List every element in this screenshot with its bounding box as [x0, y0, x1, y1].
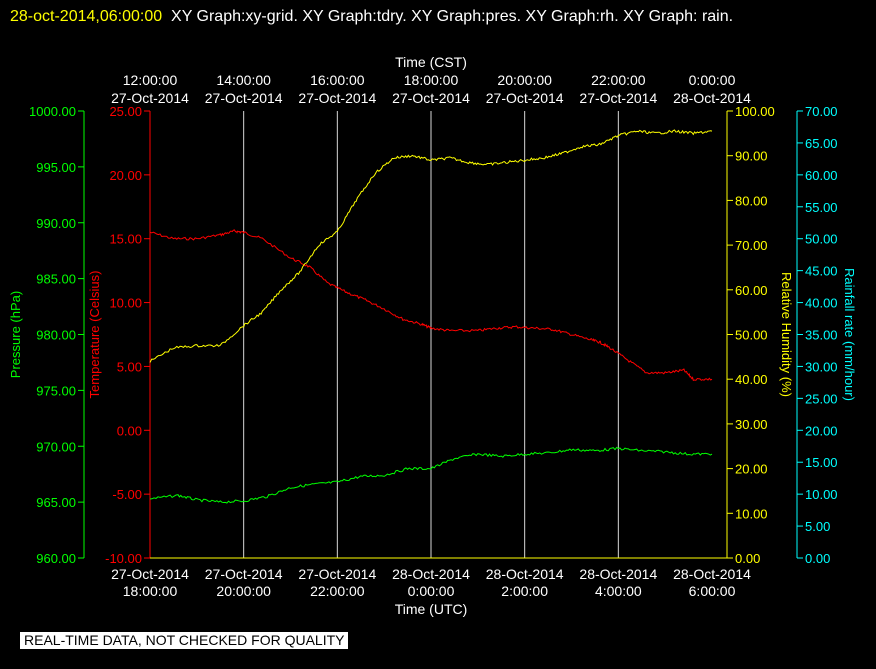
x-bottom-tick-date: 28-Oct-2014	[392, 566, 470, 582]
rainfall-tick-label: 10.00	[805, 487, 838, 502]
temperature-tick-label: 5.00	[117, 359, 142, 374]
humidity-series-line	[149, 129, 713, 363]
x-bottom-tick-time: 2:00:00	[501, 583, 548, 599]
x-top-tick-date: 28-Oct-2014	[673, 90, 751, 106]
humidity-tick-label: 20.00	[735, 462, 768, 477]
x-top-tick-time: 12:00:00	[123, 72, 178, 88]
x-top-tick-date: 27-Oct-2014	[392, 90, 470, 106]
pressure-tick-label: 975.00	[36, 383, 76, 398]
x-top-tick-time: 0:00:00	[689, 72, 736, 88]
x-bottom-tick-date: 27-Oct-2014	[298, 566, 376, 582]
x-top-tick-date: 27-Oct-2014	[486, 90, 564, 106]
temperature-tick-label: -5.00	[112, 487, 142, 502]
temperature-series-line	[149, 229, 713, 382]
humidity-tick-label: 0.00	[735, 551, 760, 566]
quality-disclaimer: REAL-TIME DATA, NOT CHECKED FOR QUALITY	[20, 632, 349, 649]
humidity-tick-label: 70.00	[735, 238, 768, 253]
temperature-tick-label: 20.00	[109, 168, 142, 183]
humidity-tick-label: 80.00	[735, 193, 768, 208]
x-bottom-tick-time: 20:00:00	[216, 583, 271, 599]
x-bottom-tick-time: 18:00:00	[123, 583, 178, 599]
rainfall-tick-label: 60.00	[805, 168, 838, 183]
x-top-tick-time: 20:00:00	[497, 72, 552, 88]
header-timestamp: 28-oct-2014,06:00:00	[10, 8, 163, 25]
rainfall-tick-label: 25.00	[805, 391, 838, 406]
x-top-tick-date: 27-Oct-2014	[205, 90, 283, 106]
rainfall-tick-label: 50.00	[805, 232, 838, 247]
temperature-tick-label: -10.00	[105, 551, 142, 566]
pressure-tick-label: 970.00	[36, 439, 76, 454]
x-bottom-tick-date: 27-Oct-2014	[111, 566, 189, 582]
pressure-tick-label: 985.00	[36, 272, 76, 287]
humidity-tick-label: 100.00	[735, 104, 775, 119]
pressure-tick-label: 990.00	[36, 216, 76, 231]
pressure-tick-label: 960.00	[36, 551, 76, 566]
humidity-tick-label: 90.00	[735, 149, 768, 164]
x-top-tick-time: 22:00:00	[591, 72, 646, 88]
rainfall-tick-label: 5.00	[805, 519, 830, 534]
temperature-tick-label: 10.00	[109, 296, 142, 311]
x-top-tick-date: 27-Oct-2014	[298, 90, 376, 106]
graph-header: 28-oct-2014,06:00:00 XY Graph:xy-grid. X…	[10, 4, 860, 30]
x-bottom-title: Time (UTC)	[395, 601, 468, 617]
rainfall-tick-label: 65.00	[805, 136, 838, 151]
rainfall-tick-label: 45.00	[805, 264, 838, 279]
pressure-series-line	[149, 446, 713, 504]
x-top-tick-time: 18:00:00	[404, 72, 459, 88]
header-graph-list: XY Graph:xy-grid. XY Graph:tdry. XY Grap…	[171, 8, 734, 25]
rainfall-tick-label: 40.00	[805, 296, 838, 311]
x-bottom-tick-time: 22:00:00	[310, 583, 365, 599]
temperature-tick-label: 25.00	[109, 104, 142, 119]
rainfall-tick-label: 30.00	[805, 359, 838, 374]
pressure-tick-label: 995.00	[36, 160, 76, 175]
humidity-tick-label: 40.00	[735, 372, 768, 387]
x-bottom-tick-date: 28-Oct-2014	[673, 566, 751, 582]
rainfall-axis-title: Rainfall rate (mm/hour)	[842, 268, 857, 401]
x-bottom-tick-time: 4:00:00	[595, 583, 642, 599]
humidity-axis-title: Relative Humidity (%)	[779, 272, 794, 397]
pressure-axis-title: Pressure (hPa)	[8, 291, 23, 378]
x-bottom-tick-time: 0:00:00	[408, 583, 455, 599]
pressure-tick-label: 1000.00	[29, 104, 76, 119]
pressure-tick-label: 965.00	[36, 495, 76, 510]
x-top-tick-date: 27-Oct-2014	[579, 90, 657, 106]
humidity-tick-label: 30.00	[735, 417, 768, 432]
humidity-tick-label: 60.00	[735, 283, 768, 298]
rainfall-tick-label: 15.00	[805, 455, 838, 470]
temperature-axis-title: Temperature (Celsius)	[87, 271, 102, 399]
x-top-title: Time (CST)	[395, 54, 467, 70]
rainfall-tick-label: 0.00	[805, 551, 830, 566]
x-top-tick-date: 27-Oct-2014	[111, 90, 189, 106]
x-top-tick-time: 16:00:00	[310, 72, 365, 88]
rainfall-tick-label: 55.00	[805, 200, 838, 215]
temperature-tick-label: 0.00	[117, 423, 142, 438]
rainfall-tick-label: 20.00	[805, 423, 838, 438]
temperature-tick-label: 15.00	[109, 232, 142, 247]
x-top-tick-time: 14:00:00	[216, 72, 271, 88]
x-bottom-tick-date: 28-Oct-2014	[579, 566, 657, 582]
humidity-tick-label: 10.00	[735, 506, 768, 521]
pressure-tick-label: 980.00	[36, 328, 76, 343]
humidity-tick-label: 50.00	[735, 328, 768, 343]
x-bottom-tick-date: 27-Oct-2014	[205, 566, 283, 582]
rainfall-tick-label: 70.00	[805, 104, 838, 119]
rainfall-tick-label: 35.00	[805, 328, 838, 343]
x-bottom-tick-date: 28-Oct-2014	[486, 566, 564, 582]
x-bottom-tick-time: 6:00:00	[689, 583, 736, 599]
